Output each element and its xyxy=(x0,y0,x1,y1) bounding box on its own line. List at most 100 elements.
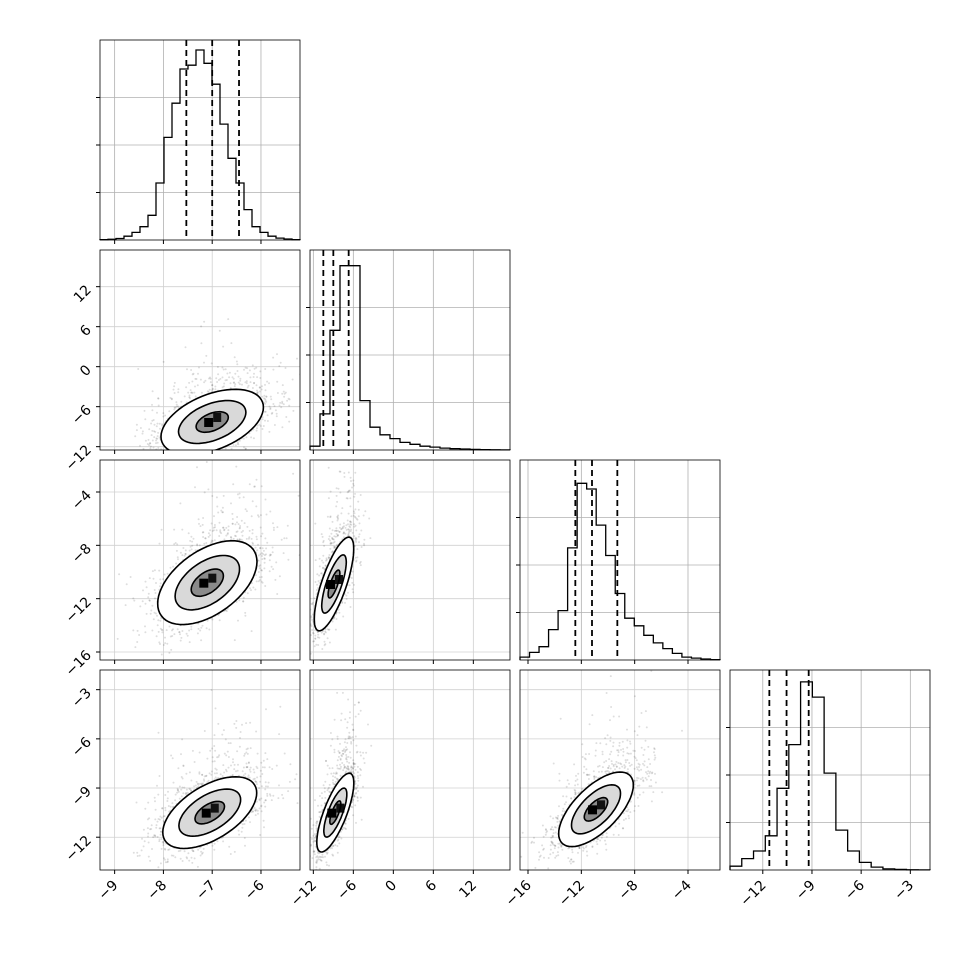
scatter-point xyxy=(171,635,174,637)
scatter-point xyxy=(276,593,279,595)
scatter-point xyxy=(196,632,199,635)
scatter-point xyxy=(337,487,340,490)
scatter-point xyxy=(175,401,178,404)
scatter-point xyxy=(170,457,172,459)
scatter-point xyxy=(322,539,325,542)
scatter-point xyxy=(174,406,177,409)
scatter-point xyxy=(239,731,242,733)
scatter-point xyxy=(158,422,161,425)
scatter-point xyxy=(209,534,211,537)
scatter-point xyxy=(336,516,339,519)
scatter-point xyxy=(223,538,226,541)
scatter-point xyxy=(258,386,261,389)
scatter-point xyxy=(136,641,139,643)
scatter-point xyxy=(178,631,181,634)
scatter-point xyxy=(197,372,199,375)
hist-frame-2 xyxy=(519,459,721,661)
scatter-point xyxy=(226,533,229,536)
scatter-point xyxy=(155,437,158,440)
scatter-point xyxy=(220,532,223,535)
scatter-point xyxy=(333,547,336,550)
scatter-point xyxy=(263,557,266,560)
scatter-point xyxy=(264,498,267,501)
scatter-point xyxy=(288,398,291,401)
scatter-point xyxy=(249,454,251,456)
scatter-point xyxy=(190,628,193,631)
scatter-point xyxy=(170,648,173,651)
scatter-point xyxy=(211,844,214,847)
scatter-point xyxy=(239,526,241,529)
scatter-point xyxy=(355,540,358,543)
scatter-point xyxy=(311,629,314,631)
scatter-point xyxy=(188,396,191,399)
scatter-point xyxy=(328,527,331,530)
density-peak-a xyxy=(199,578,209,588)
scatter-point xyxy=(265,395,268,398)
scatter-point xyxy=(344,532,347,535)
scatter-point xyxy=(263,561,266,564)
scatter-point xyxy=(155,439,158,442)
scatter-point xyxy=(200,639,203,642)
scatter-point xyxy=(315,589,318,591)
scatter-point xyxy=(180,788,183,791)
scatter-point xyxy=(258,579,261,581)
scatter-point xyxy=(265,547,268,550)
scatter-point xyxy=(240,531,243,534)
scatter-point xyxy=(211,618,214,621)
hist-step-0 xyxy=(99,49,301,241)
scatter-point xyxy=(357,508,360,511)
scatter-point xyxy=(266,541,269,544)
scatter-point xyxy=(213,515,215,518)
scatter-point xyxy=(258,565,261,568)
scatter-point xyxy=(200,626,203,629)
scatter-point xyxy=(259,553,262,556)
scatter-point xyxy=(329,539,331,542)
scatter-point xyxy=(311,601,314,604)
scatter-point xyxy=(186,634,189,637)
scatter-point xyxy=(231,512,234,515)
scatter-point xyxy=(268,554,271,557)
scatter-point xyxy=(235,360,238,363)
scatter-point xyxy=(266,785,269,788)
scatter-point xyxy=(134,435,137,438)
scatter-point xyxy=(270,398,273,401)
scatter-point xyxy=(261,385,263,388)
scatter-point xyxy=(234,372,237,375)
scatter-point xyxy=(209,529,212,532)
scatter-point xyxy=(166,455,168,457)
scatter-point xyxy=(335,532,338,535)
scatter-point xyxy=(258,576,261,579)
scatter-point xyxy=(192,454,194,456)
scatter-point xyxy=(234,523,237,526)
scatter-point xyxy=(352,482,355,485)
scatter-point xyxy=(236,493,239,496)
scatter-point xyxy=(257,554,260,557)
scatter-point xyxy=(211,756,214,759)
pair-panel-2-1 xyxy=(302,459,511,664)
scatter-point xyxy=(180,636,183,639)
scatter-point xyxy=(192,372,195,375)
scatter-point xyxy=(186,791,189,794)
scatter-point xyxy=(331,538,334,541)
scatter-point xyxy=(230,447,233,450)
scatter-point xyxy=(170,854,173,857)
scatter-point xyxy=(261,547,264,550)
scatter-point xyxy=(143,409,146,412)
scatter-point xyxy=(238,383,241,386)
scatter-point xyxy=(302,651,304,653)
scatter-point xyxy=(241,770,244,773)
scatter-point xyxy=(153,430,156,433)
scatter-point xyxy=(262,425,265,427)
scatter-point xyxy=(138,854,141,857)
scatter-point xyxy=(244,508,247,511)
scatter-point xyxy=(347,534,350,537)
scatter-point xyxy=(265,553,267,556)
scatter-point xyxy=(248,536,251,539)
scatter-point xyxy=(225,754,228,757)
scatter-point xyxy=(162,819,165,822)
scatter-point xyxy=(364,510,367,513)
scatter-point xyxy=(258,386,261,389)
scatter-point xyxy=(173,392,176,394)
scatter-point xyxy=(133,455,135,457)
scatter-point xyxy=(358,541,360,544)
